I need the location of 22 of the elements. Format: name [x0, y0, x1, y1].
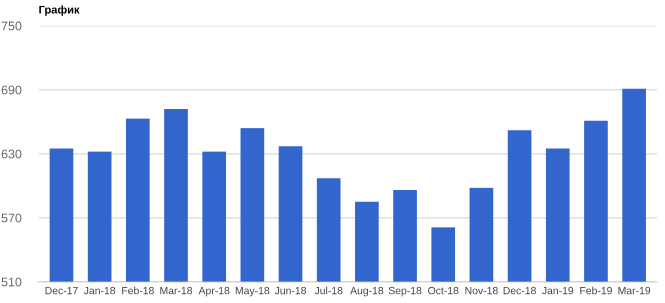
x-tick-label: Jan-18 [84, 286, 116, 294]
x-tick-label: Feb-19 [580, 286, 612, 294]
x-tick-label: Jun-18 [274, 286, 306, 294]
x-tick-label: Oct-18 [428, 286, 458, 294]
y-tick-label: 570 [2, 214, 22, 222]
x-tick-label: Nov-18 [465, 286, 498, 294]
x-tick-label: Jul-18 [314, 286, 342, 294]
y-tick-label: 510 [2, 278, 22, 286]
x-tick-label: Mar-19 [618, 286, 650, 294]
x-tick-label: Apr-18 [198, 286, 230, 296]
x-tick-label: Sep-18 [388, 286, 422, 296]
y-tick-label: 630 [2, 150, 22, 158]
x-tick-label: Mar-18 [160, 286, 192, 294]
y-tick-label: 690 [2, 86, 22, 94]
x-tick-label: Dec-17 [46, 287, 78, 294]
x-tick-label: Dec-18 [504, 286, 536, 294]
x-tick-label: Feb-18 [122, 286, 154, 294]
y-tick-label: 750 [2, 22, 22, 30]
chart-title: График [39, 5, 80, 16]
x-tick-label: Jan-19 [542, 286, 574, 294]
x-tick-label: Aug-18 [350, 286, 384, 296]
x-tick-label: May-18 [236, 286, 270, 296]
